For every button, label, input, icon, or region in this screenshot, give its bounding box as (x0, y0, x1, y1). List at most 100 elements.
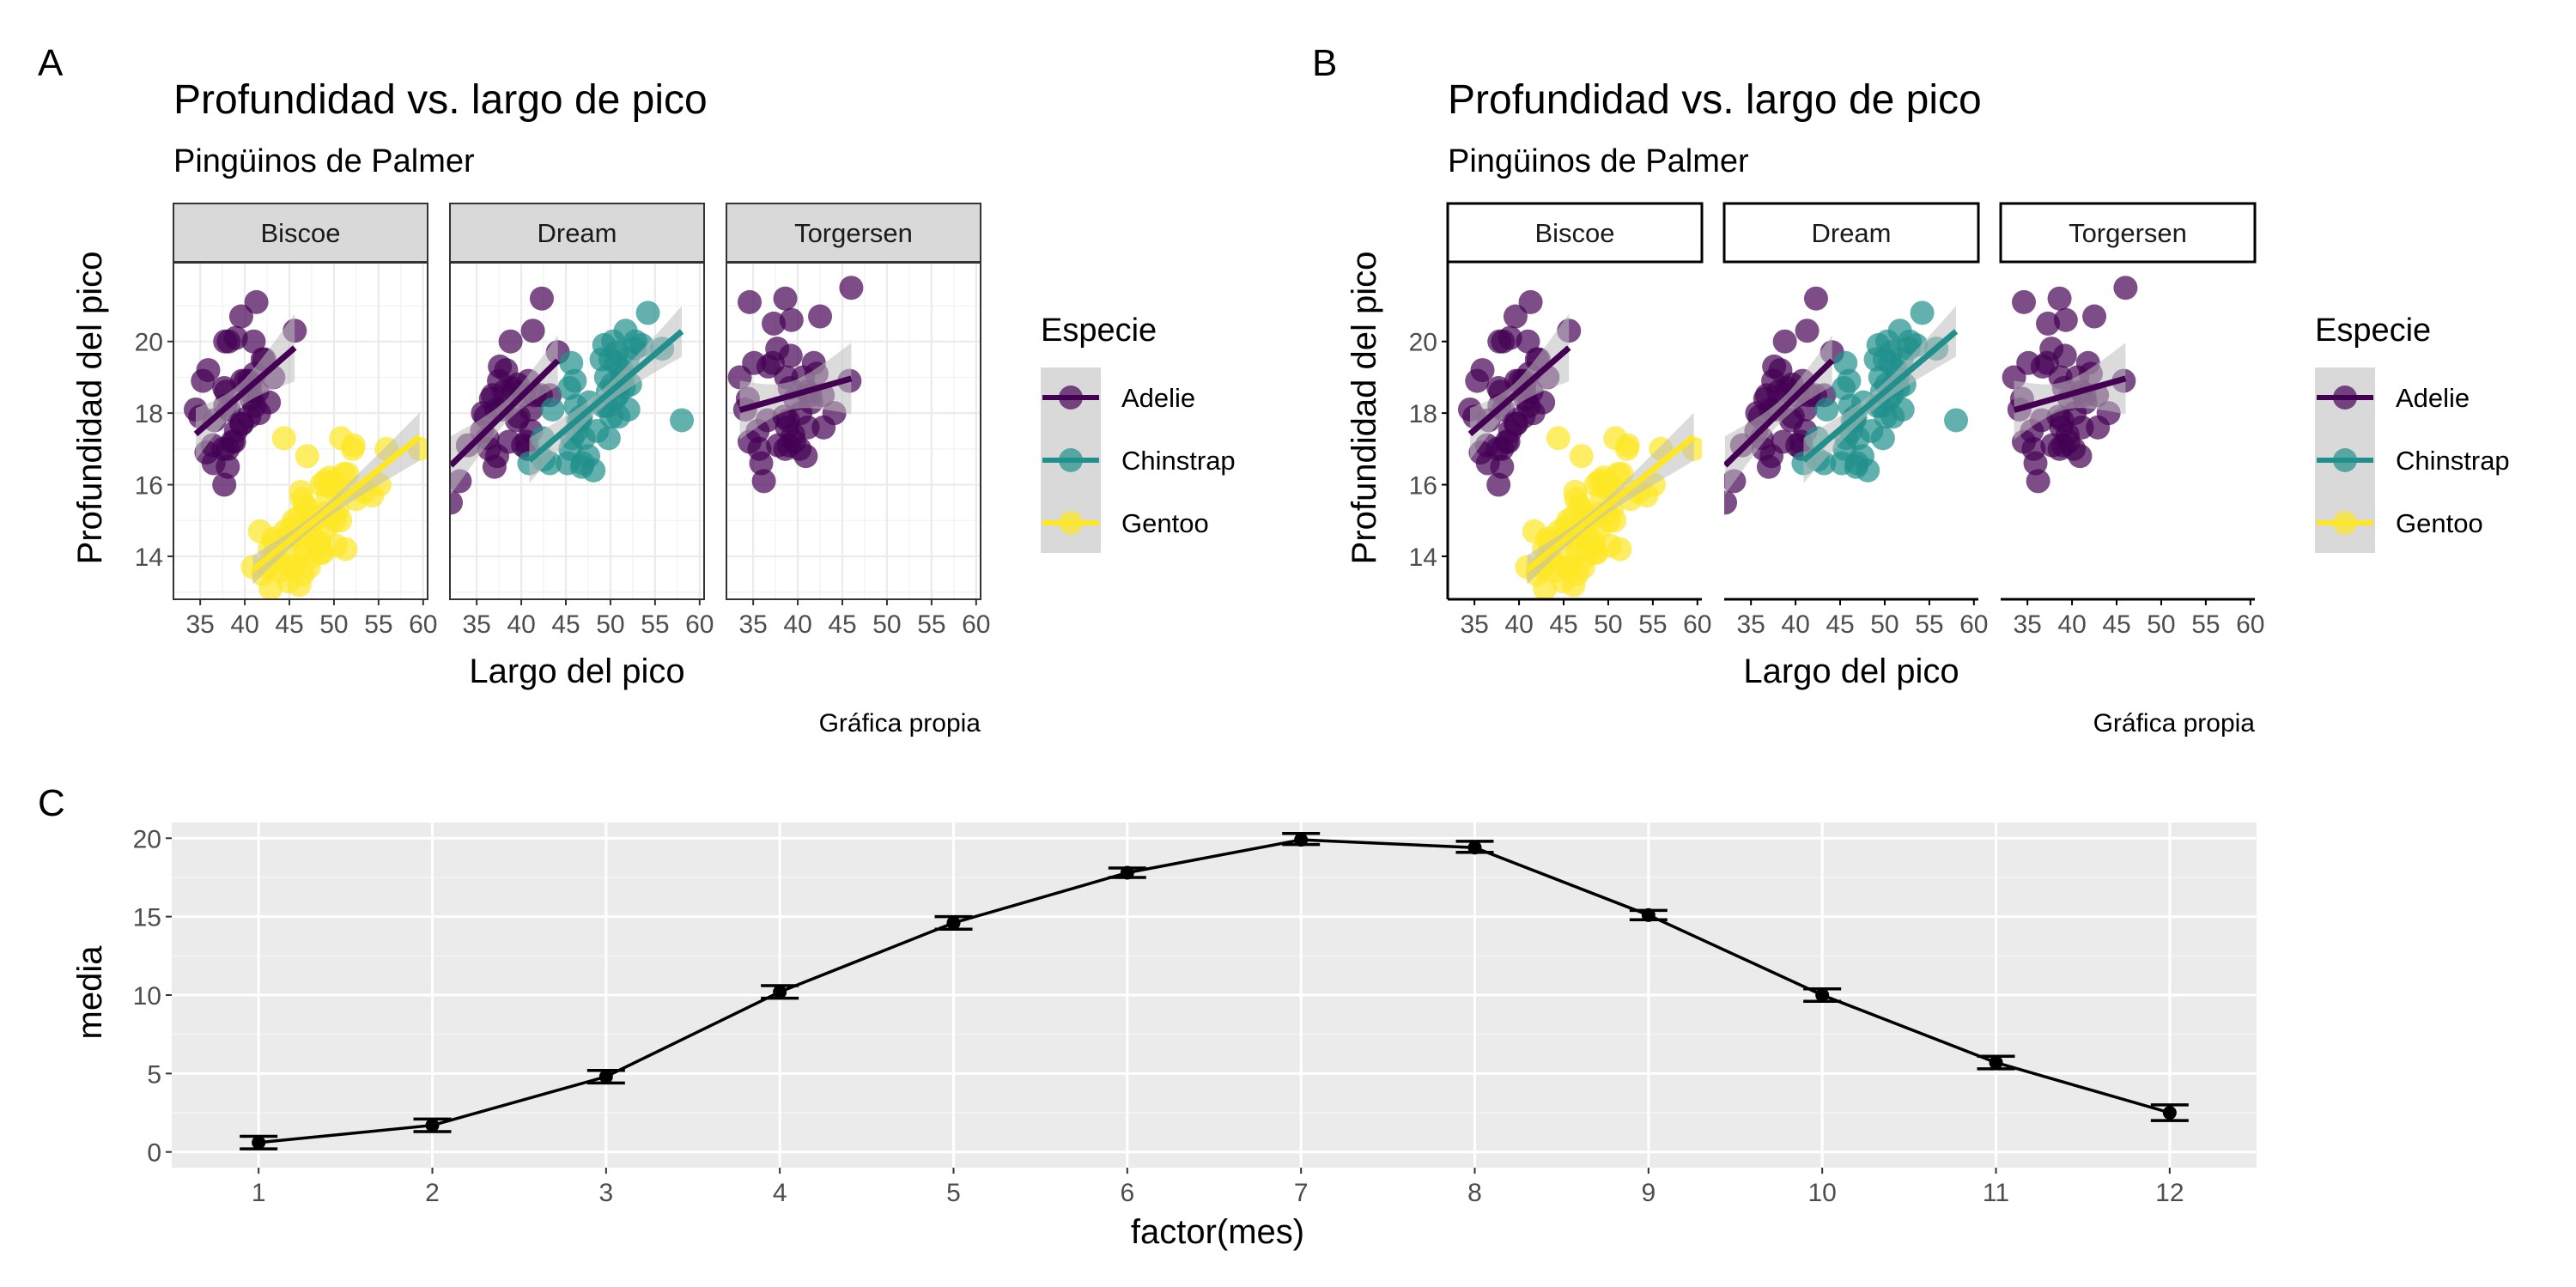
panel-a-facet-dream-point-chinstrap (616, 397, 641, 422)
panel-a-facet-biscoe-confidence-band-gentoo (252, 412, 420, 585)
panel-b-facet-biscoe-x-tick-label: 50 (1594, 610, 1622, 639)
panel-a-facet-biscoe-point-gentoo (341, 433, 366, 458)
panel-a-facet-torgersen-x-tick-label: 35 (738, 610, 767, 639)
panel-a-facet-biscoe-point-gentoo (271, 426, 296, 451)
panel-c-x-tick-label: 3 (598, 1179, 613, 1207)
panel-b-facet-biscoe-point-adelie (1503, 304, 1528, 329)
panel-b-facet-dream-point-chinstrap (1833, 350, 1858, 375)
panel-a-legend-key-adelie (1042, 385, 1099, 410)
panel-b-y-tick-label: 18 (1409, 400, 1437, 428)
panel-b-facet-torgersen-x-tick-label: 45 (2102, 610, 2130, 639)
panel-a-y-tick-label: 20 (135, 329, 163, 357)
panel-c-y-tick-label: 15 (133, 904, 161, 932)
panel-b-facet-dream-point-chinstrap (1856, 458, 1880, 483)
panel-b-facet-dream-trend-line-adelie (1724, 358, 1835, 468)
panel-a-facet-dream-x-tick-label: 45 (551, 610, 580, 639)
panel-a-facet-biscoe-point-gentoo (295, 444, 319, 469)
panel-a-legend-label-chinstrap: Chinstrap (1121, 446, 1236, 476)
panel-c-x-tick-label: 5 (946, 1179, 961, 1207)
panel-b-facet-dream-point-chinstrap (1910, 301, 1935, 325)
panel-c-x-tick-label: 1 (252, 1179, 266, 1207)
panel-c-point (1989, 1055, 2003, 1070)
panel-b-legend-key-gentoo (2317, 511, 2373, 535)
panel-b-facet-biscoe-x-tick-label: 40 (1504, 610, 1533, 639)
panel-a-y-tick-label: 14 (135, 543, 163, 572)
panel-a-facet-biscoe-point-gentoo (328, 508, 353, 533)
panel-a-facet-biscoe-x-tick-label: 50 (319, 610, 348, 639)
panel-b-facet-biscoe-confidence-band-gentoo (1527, 412, 1694, 585)
panel-b-facet-torgersen-x-tick-label: 55 (2191, 610, 2220, 639)
panel-b-facet-torgersen-point-adelie (2082, 304, 2107, 329)
panel-c-y-tick-label: 5 (147, 1060, 161, 1089)
panel-b-facet-biscoe-point-gentoo (1546, 426, 1571, 451)
panel-a-facet-torgersen: Torgersen 35 40 45 50 55 60 (726, 203, 990, 639)
panel-a-facet-biscoe-trend-line-gentoo (251, 434, 422, 573)
panel-a-facet-biscoe-point-adelie (223, 325, 248, 350)
panel-b-facet-torgersen-data (2002, 276, 2138, 494)
panel-a-y-tick-label: 18 (135, 400, 163, 428)
panel-a-facet-dream-data (450, 286, 695, 515)
panel-a-facet-torgersen-border (726, 262, 981, 600)
panel-a-facet-biscoe-point-gentoo (333, 537, 358, 562)
panel-b-facet-biscoe-trend-line-adelie (1467, 345, 1571, 437)
panel-c-x-tick-label: 7 (1294, 1179, 1309, 1207)
panel-b-facet-dream-strip (1722, 202, 1980, 264)
panel-c-series-line (258, 838, 2171, 1144)
panel-b-y-tick-label: 16 (1409, 472, 1437, 501)
panel-b-facet-dream-trend-line-chinstrap (1801, 329, 1959, 463)
panel-b-facet-dream-point-chinstrap (1814, 397, 1839, 422)
panel-a-facet-biscoe-x-tick-label: 35 (185, 610, 214, 639)
panel-a-facet-dream-strip-label: Dream (537, 218, 617, 248)
panel-b-facet-dream-point-chinstrap (1944, 408, 1969, 433)
panel-b-facet-biscoe-trend-line-gentoo (1525, 434, 1696, 573)
panel-b-facet-torgersen-point-adelie (2113, 276, 2138, 301)
panel-b-facet-biscoe-point-gentoo (1602, 508, 1627, 533)
panel-a-facet-dream-point-chinstrap (540, 397, 565, 422)
panel-a-subtitle: Pingüinos de Palmer (173, 143, 475, 179)
panel-b-legend-title: Especie (2315, 313, 2431, 349)
panel-a-facet-dream-trend-line-chinstrap (527, 329, 684, 463)
panel-b-facet-dream-x-tick-label: 45 (1826, 610, 1854, 639)
panel-a-facet-biscoe-border (173, 262, 428, 600)
panel-b-facet-biscoe-point-gentoo (1607, 537, 1632, 562)
panel-c-x-tick-label: 9 (1641, 1179, 1656, 1207)
panel-b-facet-torgersen-point-adelie (2023, 451, 2048, 476)
panel-a-x-axis-label: Largo del pico (469, 653, 684, 690)
panel-a-caption: Gráfica propia (819, 709, 981, 738)
panel-b-facet-biscoe-x-tick-label: 45 (1549, 610, 1577, 639)
panel-a-facet-torgersen-x-tick-label: 55 (917, 610, 945, 639)
panel-b-legend-label-gentoo: Gentoo (2396, 508, 2483, 538)
panel-a-legend-key-gentoo (1042, 511, 1099, 535)
panel-c-x-tick-label: 4 (773, 1179, 787, 1207)
panel-c-point (773, 985, 787, 999)
panel-b-plot-area: Biscoe 35 40 45 50 55 60 14 16 18 20 Dream 35 40 45 50 5… (1409, 202, 2264, 639)
panel-c: factor(mes) media (71, 945, 1304, 1251)
panel-b-facet-biscoe-point-adelie (1490, 454, 1515, 479)
panel-a-legend: Especie Adelie Chinstrap Gentoo (1041, 313, 1236, 553)
panel-a-facet-torgersen-strip-label: Torgersen (794, 218, 913, 248)
panel-b-facet-biscoe-point-adelie (1486, 472, 1511, 497)
panel-a-facet-biscoe-strip-label: Biscoe (260, 218, 340, 248)
panel-b-facet-dream-point-chinstrap (1890, 397, 1915, 422)
panel-b-facet-biscoe-strip-label: Biscoe (1534, 218, 1614, 248)
panel-a-facet-biscoe-x-tick-label: 55 (364, 610, 392, 639)
panel-b-facet-dream-x-tick-label: 35 (1736, 610, 1765, 639)
panel-a-facet-biscoe-data (183, 289, 428, 599)
panel-b-facet-dream-point-adelie (1724, 490, 1738, 515)
panel-tag-b: B (1312, 42, 1337, 84)
panel-a-facet-biscoe-x-tick-label: 60 (409, 610, 437, 639)
panel-a-facet-dream: Dream 35 40 45 50 55 60 (449, 203, 714, 639)
panel-b-facet-torgersen-point-adelie (2036, 311, 2061, 336)
panel-a-facet-dream-trend-line-adelie (450, 358, 561, 468)
panel-a-facet-dream-point-chinstrap (581, 458, 606, 483)
panel-a-facet-dream-point-chinstrap (670, 408, 695, 433)
panel-b-facet-torgersen-point-adelie (2053, 307, 2078, 332)
panel-a-facet-biscoe-point-adelie (228, 304, 253, 329)
panel-b-facet-dream-x-tick-label: 50 (1870, 610, 1899, 639)
panel-b-caption: Gráfica propia (2093, 709, 2256, 738)
panel-b-facet-torgersen-strip-label: Torgersen (2069, 218, 2187, 248)
panel-c-point (1641, 908, 1656, 922)
panel-a-facet-biscoe-trend-line-adelie (193, 345, 297, 437)
